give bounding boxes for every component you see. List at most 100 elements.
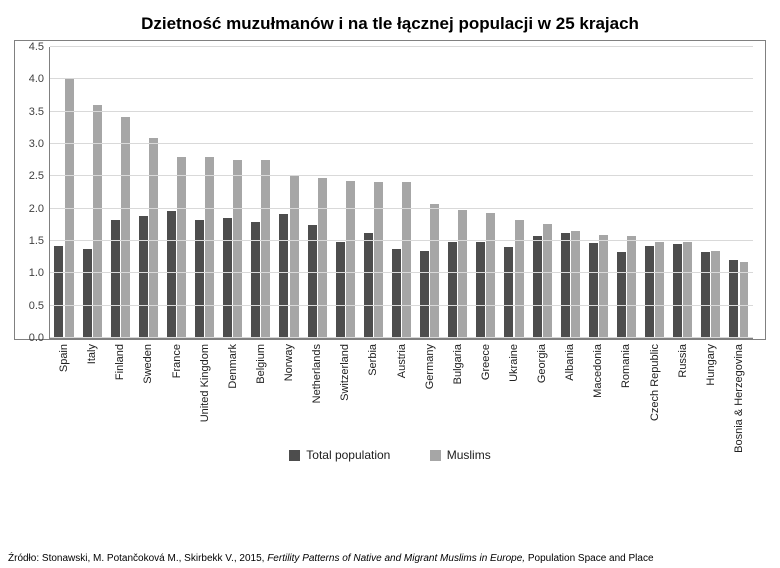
x-tick-label: Sweden bbox=[142, 344, 154, 384]
x-tick-label: Austria bbox=[396, 344, 408, 378]
bar-muslims bbox=[290, 176, 299, 338]
bar-total bbox=[83, 249, 92, 338]
bar-muslims bbox=[205, 157, 214, 338]
x-tick-label: Switzerland bbox=[339, 344, 351, 401]
bar-total bbox=[504, 247, 513, 338]
plot-area: SpainItalyFinlandSwedenFranceUnited King… bbox=[49, 47, 753, 339]
gridline bbox=[50, 175, 753, 176]
bar-muslims bbox=[318, 178, 327, 338]
gridline bbox=[50, 78, 753, 79]
x-tick-label: Greece bbox=[480, 344, 492, 380]
y-tick-label: 3.0 bbox=[29, 138, 50, 150]
bar-muslims bbox=[177, 157, 186, 338]
y-tick-label: 2.0 bbox=[29, 203, 50, 215]
legend-swatch-muslims bbox=[430, 450, 441, 461]
x-tick-label: Norway bbox=[283, 344, 295, 381]
x-tick-label: Macedonia bbox=[592, 344, 604, 398]
bar-muslims bbox=[515, 220, 524, 338]
bar-total bbox=[336, 242, 345, 338]
y-tick-label: 4.5 bbox=[29, 41, 50, 53]
bar-muslims bbox=[458, 210, 467, 338]
bars-layer bbox=[50, 47, 753, 338]
bar-muslims bbox=[346, 181, 355, 338]
bar-muslims bbox=[711, 251, 720, 338]
bar-total bbox=[139, 216, 148, 338]
legend-label-muslims: Muslims bbox=[447, 448, 491, 462]
bar-total bbox=[645, 246, 654, 338]
y-tick-label: 2.5 bbox=[29, 170, 50, 182]
x-tick-label: Bulgaria bbox=[452, 344, 464, 384]
x-tick-label: Czech Republic bbox=[649, 344, 661, 421]
bar-muslims bbox=[261, 160, 270, 338]
bar-total bbox=[701, 252, 710, 338]
y-tick-label: 1.0 bbox=[29, 267, 50, 279]
gridline bbox=[50, 272, 753, 273]
bar-total bbox=[392, 249, 401, 338]
x-tick-label: Albania bbox=[564, 344, 576, 381]
legend-swatch-total bbox=[289, 450, 300, 461]
bar-total bbox=[589, 243, 598, 338]
x-tick-label: Germany bbox=[424, 344, 436, 389]
x-tick-label: Russia bbox=[677, 344, 689, 378]
x-tick-label: Belgium bbox=[255, 344, 267, 384]
x-tick-label: Romania bbox=[620, 344, 632, 388]
bar-muslims bbox=[599, 235, 608, 338]
bar-muslims bbox=[233, 160, 242, 338]
source-prefix: Źródło: Stonawski, M. Potančoková M., Sk… bbox=[8, 553, 267, 564]
y-tick-label: 0.5 bbox=[29, 300, 50, 312]
bar-muslims bbox=[683, 242, 692, 338]
x-tick-label: Netherlands bbox=[311, 344, 323, 403]
x-tick-label: Denmark bbox=[227, 344, 239, 389]
bar-total bbox=[167, 211, 176, 338]
x-tick-label: Bosnia & Herzegovina bbox=[733, 344, 745, 453]
gridline bbox=[50, 208, 753, 209]
bar-muslims bbox=[430, 204, 439, 339]
bar-muslims bbox=[93, 105, 102, 338]
bar-total bbox=[420, 251, 429, 338]
legend-item-muslims: Muslims bbox=[430, 448, 491, 462]
gridline bbox=[50, 240, 753, 241]
chart-box: SpainItalyFinlandSwedenFranceUnited King… bbox=[14, 40, 766, 340]
bar-muslims bbox=[627, 236, 636, 338]
bar-total bbox=[54, 246, 63, 338]
bar-muslims bbox=[655, 242, 664, 338]
bar-muslims bbox=[65, 79, 74, 338]
bar-total bbox=[448, 242, 457, 338]
bar-total bbox=[111, 220, 120, 338]
bar-total bbox=[561, 233, 570, 338]
gridline bbox=[50, 337, 753, 338]
bar-total bbox=[279, 214, 288, 338]
legend-item-total: Total population bbox=[289, 448, 390, 462]
bar-total bbox=[223, 218, 232, 338]
bar-muslims bbox=[571, 231, 580, 338]
bar-total bbox=[673, 244, 682, 338]
bar-muslims bbox=[402, 182, 411, 338]
source-italic: Fertility Patterns of Native and Migrant… bbox=[267, 553, 525, 564]
bar-total bbox=[308, 225, 317, 338]
gridline bbox=[50, 111, 753, 112]
x-tick-label: Italy bbox=[86, 344, 98, 364]
bar-total bbox=[195, 220, 204, 338]
x-tick-label: Spain bbox=[58, 344, 70, 372]
gridline bbox=[50, 46, 753, 47]
bar-muslims bbox=[486, 213, 495, 338]
gridline bbox=[50, 305, 753, 306]
bar-total bbox=[617, 252, 626, 338]
x-tick-label: Finland bbox=[114, 344, 126, 380]
bar-muslims bbox=[374, 182, 383, 338]
x-tick-label: Hungary bbox=[705, 344, 717, 386]
bar-muslims bbox=[149, 138, 158, 338]
gridline bbox=[50, 143, 753, 144]
y-tick-label: 3.5 bbox=[29, 106, 50, 118]
bar-total bbox=[533, 236, 542, 338]
legend-label-total: Total population bbox=[306, 448, 390, 462]
source-suffix: Population Space and Place bbox=[525, 553, 653, 564]
chart-title: Dzietność muzułmanów i na tle łącznej po… bbox=[14, 14, 766, 34]
legend: Total population Muslims bbox=[0, 448, 780, 464]
y-tick-label: 1.5 bbox=[29, 235, 50, 247]
x-tick-label: Ukraine bbox=[508, 344, 520, 382]
y-tick-label: 4.0 bbox=[29, 73, 50, 85]
x-tick-label: Georgia bbox=[536, 344, 548, 383]
y-tick-label: 0.0 bbox=[29, 332, 50, 344]
x-tick-label: Serbia bbox=[367, 344, 379, 376]
